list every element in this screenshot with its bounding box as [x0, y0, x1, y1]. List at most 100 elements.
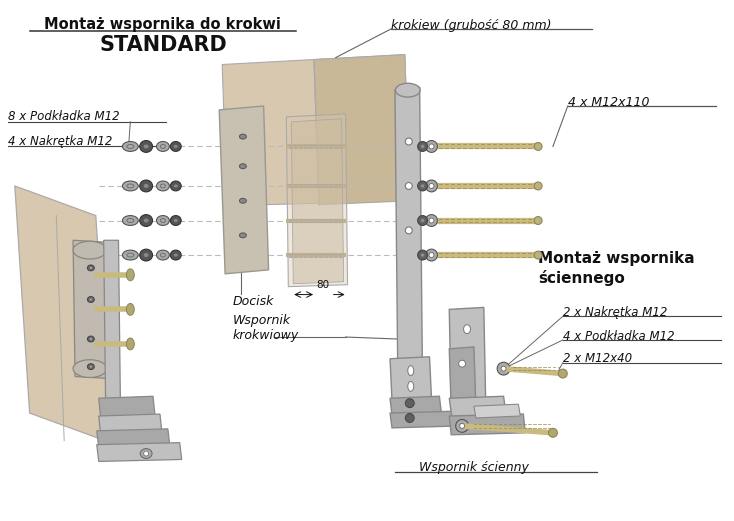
- Ellipse shape: [156, 181, 170, 191]
- Text: 4 x Podkładka M12: 4 x Podkładka M12: [563, 330, 675, 342]
- Ellipse shape: [139, 180, 153, 192]
- Polygon shape: [97, 429, 170, 448]
- Ellipse shape: [501, 366, 506, 371]
- Ellipse shape: [548, 428, 557, 437]
- Ellipse shape: [127, 144, 134, 148]
- Ellipse shape: [143, 253, 149, 257]
- Ellipse shape: [87, 296, 94, 303]
- Ellipse shape: [126, 303, 134, 315]
- Ellipse shape: [127, 184, 134, 188]
- Ellipse shape: [534, 143, 542, 151]
- Ellipse shape: [139, 249, 153, 261]
- Polygon shape: [390, 357, 432, 400]
- Text: 80: 80: [316, 280, 329, 290]
- Ellipse shape: [90, 266, 92, 269]
- Polygon shape: [97, 443, 182, 462]
- Polygon shape: [222, 55, 410, 206]
- Ellipse shape: [127, 218, 134, 222]
- Text: Wspornik ścienny: Wspornik ścienny: [419, 461, 529, 474]
- Ellipse shape: [421, 253, 424, 257]
- Ellipse shape: [418, 181, 427, 191]
- Ellipse shape: [161, 184, 165, 188]
- Text: 2 x Nakrętka M12: 2 x Nakrętka M12: [563, 306, 667, 319]
- Ellipse shape: [456, 419, 468, 432]
- Ellipse shape: [464, 325, 470, 333]
- Ellipse shape: [123, 142, 138, 152]
- Ellipse shape: [173, 218, 178, 222]
- Ellipse shape: [123, 250, 138, 260]
- Ellipse shape: [459, 360, 465, 367]
- Text: krokiew (grubość 80 mm): krokiew (grubość 80 mm): [391, 19, 551, 31]
- Ellipse shape: [143, 183, 149, 189]
- Ellipse shape: [408, 366, 414, 376]
- Polygon shape: [449, 396, 506, 420]
- Ellipse shape: [429, 218, 434, 223]
- Ellipse shape: [139, 141, 153, 152]
- Ellipse shape: [559, 369, 567, 378]
- Ellipse shape: [405, 138, 413, 145]
- Polygon shape: [291, 119, 344, 284]
- Ellipse shape: [123, 181, 138, 191]
- Ellipse shape: [464, 354, 470, 363]
- Ellipse shape: [534, 251, 542, 259]
- Ellipse shape: [239, 134, 247, 139]
- Ellipse shape: [429, 183, 434, 189]
- Ellipse shape: [90, 365, 92, 368]
- Ellipse shape: [126, 338, 134, 350]
- Text: Docisk: Docisk: [233, 294, 275, 307]
- Polygon shape: [99, 396, 155, 418]
- Polygon shape: [73, 240, 109, 378]
- Text: Montaż wspornika do krokwi: Montaż wspornika do krokwi: [45, 17, 281, 32]
- Text: 2 x M12x40: 2 x M12x40: [563, 352, 632, 365]
- Ellipse shape: [140, 449, 152, 458]
- Ellipse shape: [421, 218, 424, 222]
- Ellipse shape: [144, 451, 148, 456]
- Ellipse shape: [173, 144, 178, 148]
- Ellipse shape: [239, 199, 247, 203]
- Ellipse shape: [173, 253, 178, 257]
- Ellipse shape: [156, 216, 170, 226]
- Polygon shape: [395, 87, 423, 388]
- Polygon shape: [449, 347, 476, 410]
- Ellipse shape: [161, 253, 165, 257]
- Ellipse shape: [497, 362, 510, 375]
- Ellipse shape: [534, 182, 542, 190]
- Ellipse shape: [405, 414, 414, 423]
- Ellipse shape: [87, 336, 94, 342]
- Ellipse shape: [87, 265, 94, 271]
- Ellipse shape: [426, 215, 437, 227]
- Ellipse shape: [239, 164, 247, 169]
- Ellipse shape: [459, 424, 465, 428]
- Ellipse shape: [73, 241, 106, 259]
- Ellipse shape: [534, 217, 542, 225]
- Ellipse shape: [127, 253, 134, 257]
- Ellipse shape: [418, 250, 427, 260]
- Ellipse shape: [126, 269, 134, 281]
- Ellipse shape: [156, 142, 170, 152]
- Polygon shape: [449, 307, 486, 410]
- Polygon shape: [474, 404, 520, 418]
- Polygon shape: [103, 240, 120, 408]
- Ellipse shape: [429, 253, 434, 257]
- Polygon shape: [449, 414, 526, 435]
- Text: ściennego: ściennego: [538, 270, 625, 286]
- Ellipse shape: [405, 399, 414, 407]
- Ellipse shape: [170, 181, 181, 191]
- Text: 4 x Nakrętka M12: 4 x Nakrętka M12: [8, 135, 112, 148]
- Ellipse shape: [239, 233, 247, 238]
- Text: Wspornik
krokwiowy: Wspornik krokwiowy: [233, 314, 299, 342]
- Ellipse shape: [426, 141, 437, 152]
- Polygon shape: [219, 106, 269, 274]
- Ellipse shape: [143, 218, 149, 223]
- Ellipse shape: [156, 250, 170, 260]
- Ellipse shape: [161, 218, 165, 222]
- Ellipse shape: [123, 216, 138, 226]
- Ellipse shape: [405, 227, 413, 234]
- Ellipse shape: [87, 364, 94, 369]
- Polygon shape: [286, 114, 348, 287]
- Ellipse shape: [429, 144, 434, 149]
- Polygon shape: [99, 414, 162, 435]
- Ellipse shape: [170, 250, 181, 260]
- Polygon shape: [314, 55, 410, 205]
- Ellipse shape: [170, 142, 181, 152]
